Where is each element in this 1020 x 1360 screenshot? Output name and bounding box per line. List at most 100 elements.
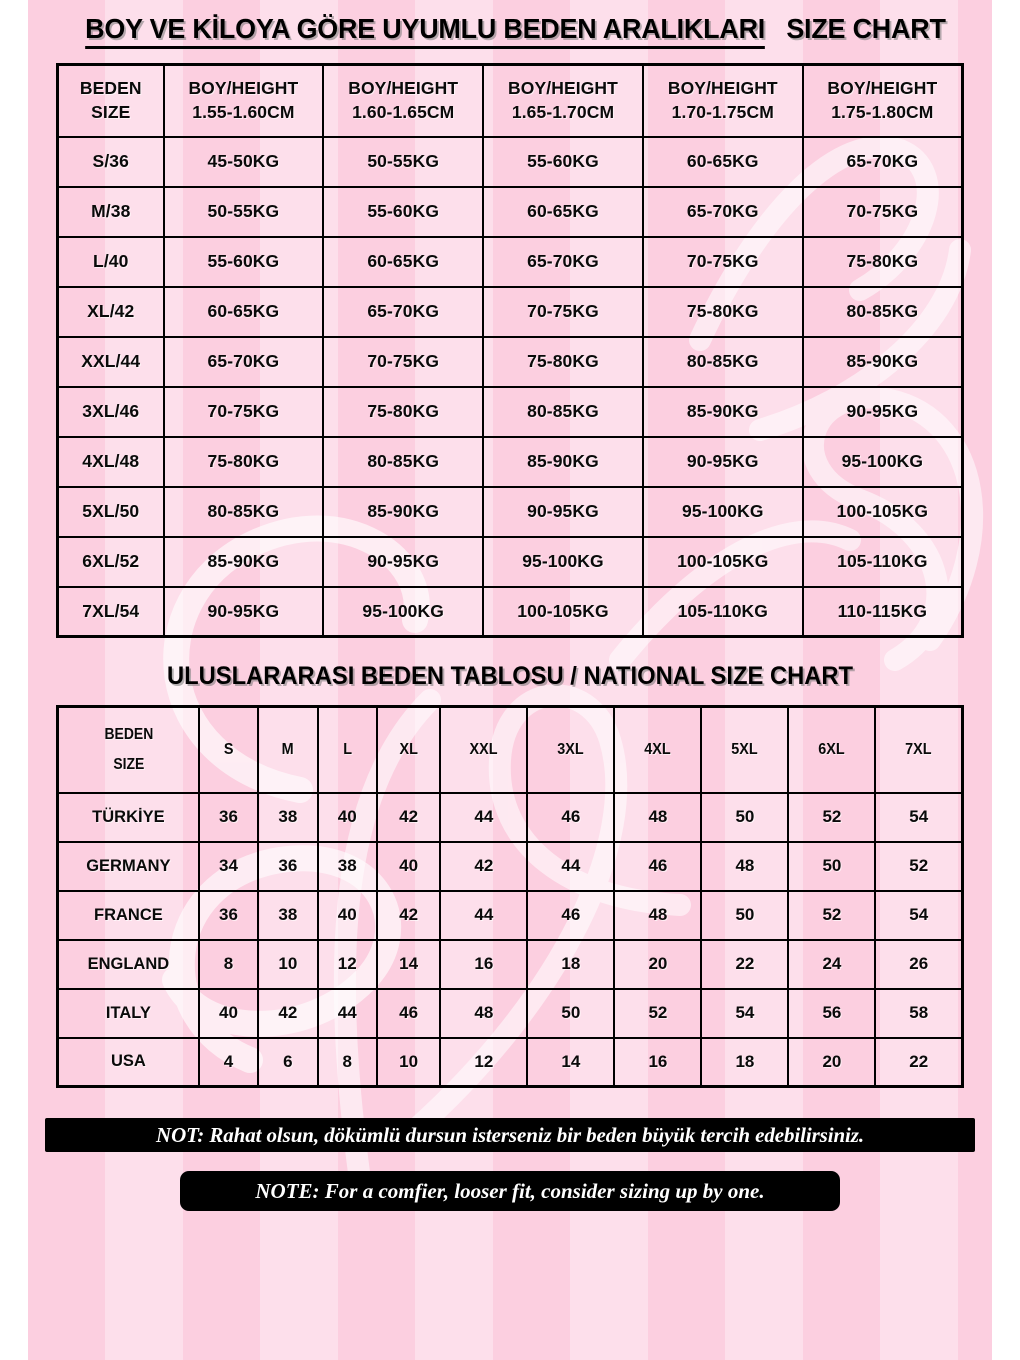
- cell-size-label: 6XL/52: [56, 535, 165, 588]
- note-turkish: NOT: Rahat olsun, dökümlü dursun isterse…: [45, 1118, 975, 1153]
- header-top: BEDEN: [103, 726, 153, 744]
- header-bottom: 1.75-1.80CM: [831, 101, 934, 122]
- cell-size-value: 54: [700, 987, 790, 1039]
- table-row: ITALY 40 42 44 46 48 50 52 54 56 58: [56, 987, 964, 1039]
- cell-weight-range: 65-70KG: [801, 135, 964, 188]
- cell-size-value: 18: [700, 1036, 790, 1088]
- cell-weight-range: 85-90KG: [482, 435, 644, 488]
- table-row: ENGLAND 8 10 12 14 16 18 20 22 24 26: [56, 938, 964, 990]
- table-row: 5XL/50 80-85KG 85-90KG 90-95KG 95-100KG 100-1…: [56, 485, 964, 538]
- cell-size-value: 52: [787, 791, 877, 843]
- cell-size-value: 42: [257, 987, 319, 1039]
- header-cell-height-4: BOY/HEIGHT 1.70-1.75CM: [641, 63, 804, 138]
- cell-weight-range: 80-85KG: [322, 435, 485, 488]
- cell-size-value: 18: [526, 938, 616, 990]
- cell-weight-range: 65-70KG: [482, 235, 644, 288]
- cell-size-value: 52: [787, 889, 877, 941]
- cell-weight-range: 105-110KG: [641, 585, 804, 638]
- notes-section: NOT: Rahat olsun, dökümlü dursun isterse…: [0, 1118, 1020, 1212]
- cell-size-value: 50: [700, 889, 790, 941]
- cell-weight-range: 50-55KG: [322, 135, 485, 188]
- cell-size-label: XXL/44: [56, 335, 165, 388]
- cell-size-value: 54: [874, 889, 964, 941]
- cell-weight-range: 70-75KG: [482, 285, 644, 338]
- table-header-row: BEDEN SIZE S M L XL XXL 3XL 4XL 5XL 6XL 7XL: [58, 705, 963, 794]
- header-bottom: 1.60-1.65CM: [352, 101, 455, 122]
- cell-size-label: 5XL/50: [56, 485, 165, 538]
- cell-size-value: 46: [613, 840, 703, 892]
- cell-weight-range: 55-60KG: [162, 235, 325, 288]
- cell-size-value: 26: [874, 938, 964, 990]
- table-row: L/40 55-60KG 60-65KG 65-70KG 70-75KG 75-80KG: [56, 235, 964, 288]
- cell-size-value: 46: [375, 987, 442, 1039]
- cell-country-label: USA: [56, 1036, 200, 1088]
- table-row: 4XL/48 75-80KG 80-85KG 85-90KG 90-95KG 95-100…: [56, 435, 964, 488]
- cell-weight-range: 85-90KG: [162, 535, 325, 588]
- header-bottom: SIZE: [91, 101, 131, 122]
- cell-weight-range: 90-95KG: [641, 435, 804, 488]
- cell-weight-range: 90-95KG: [801, 385, 964, 438]
- cell-weight-range: 80-85KG: [641, 335, 804, 388]
- cell-weight-range: 75-80KG: [322, 385, 485, 438]
- cell-size-value: 50: [700, 791, 790, 843]
- cell-weight-range: 85-90KG: [322, 485, 485, 538]
- cell-weight-range: 85-90KG: [801, 335, 964, 388]
- header-cell-size-xxl: XXL: [443, 705, 524, 794]
- cell-size-value: 40: [375, 840, 442, 892]
- cell-size-value: 40: [316, 791, 378, 843]
- size-chart-table: BEDEN SIZE BOY/HEIGHT 1.55-1.60CM BOY/HE…: [56, 63, 964, 639]
- cell-size-value: 14: [375, 938, 442, 990]
- cell-weight-range: 55-60KG: [482, 135, 644, 188]
- cell-size-value: 46: [526, 791, 616, 843]
- cell-size-value: 10: [257, 938, 319, 990]
- cell-size-value: 40: [316, 889, 378, 941]
- cell-weight-range: 90-95KG: [482, 485, 644, 538]
- cell-weight-range: 90-95KG: [162, 585, 325, 638]
- cell-weight-range: 80-85KG: [482, 385, 644, 438]
- cell-weight-range: 60-65KG: [162, 285, 325, 338]
- cell-size-value: 44: [439, 791, 529, 843]
- cell-weight-range: 65-70KG: [162, 335, 325, 388]
- cell-size-label: M/38: [56, 185, 165, 238]
- table-row: GERMANY 34 36 38 40 42 44 46 48 50 52: [56, 840, 964, 892]
- cell-size-value: 12: [316, 938, 378, 990]
- cell-size-value: 12: [439, 1036, 529, 1088]
- header-cell-size-7xl: 7XL: [878, 705, 960, 794]
- cell-weight-range: 95-100KG: [641, 485, 804, 538]
- cell-size-value: 42: [375, 791, 442, 843]
- cell-size-value: 4: [197, 1036, 260, 1088]
- cell-size-label: 7XL/54: [56, 585, 165, 638]
- header-bottom: 1.65-1.70CM: [511, 101, 615, 122]
- cell-weight-range: 95-100KG: [801, 435, 964, 488]
- header-cell-height-2: BOY/HEIGHT 1.60-1.65CM: [322, 63, 485, 138]
- cell-size-value: 36: [197, 791, 260, 843]
- cell-size-value: 14: [526, 1036, 616, 1088]
- cell-size-value: 34: [197, 840, 260, 892]
- header-top: BEDEN: [79, 78, 142, 99]
- cell-size-value: 10: [375, 1036, 442, 1088]
- note-english: NOTE: For a comfier, looser fit, conside…: [180, 1171, 840, 1212]
- cell-size-value: 38: [257, 889, 319, 941]
- cell-country-label: GERMANY: [56, 840, 200, 892]
- cell-weight-range: 70-75KG: [801, 185, 964, 238]
- table-row: XXL/44 65-70KG 70-75KG 75-80KG 80-85KG 85-90K…: [56, 335, 964, 388]
- header-cell-size-l: L: [319, 705, 375, 794]
- header-top: BOY/HEIGHT: [348, 78, 459, 99]
- header-top: BOY/HEIGHT: [667, 78, 778, 99]
- cell-size-label: 4XL/48: [56, 435, 165, 488]
- cell-weight-range: 70-75KG: [322, 335, 485, 388]
- cell-size-value: 52: [874, 840, 964, 892]
- cell-country-label: FRANCE: [56, 889, 200, 941]
- cell-size-value: 20: [787, 1036, 877, 1088]
- cell-weight-range: 60-65KG: [322, 235, 485, 288]
- cell-country-label: TÜRKİYE: [56, 791, 200, 843]
- table-header-row: BEDEN SIZE BOY/HEIGHT 1.55-1.60CM BOY/HE…: [56, 63, 964, 138]
- cell-size-value: 36: [257, 840, 319, 892]
- table-row: 3XL/46 70-75KG 75-80KG 80-85KG 85-90KG 90-95K…: [56, 385, 964, 438]
- header-cell-size: BEDEN SIZE: [63, 705, 193, 794]
- table-row: M/38 50-55KG 55-60KG 60-65KG 65-70KG 70-75KG: [56, 185, 964, 238]
- cell-size-value: 54: [874, 791, 964, 843]
- cell-weight-range: 65-70KG: [322, 285, 485, 338]
- cell-country-label: ENGLAND: [56, 938, 200, 990]
